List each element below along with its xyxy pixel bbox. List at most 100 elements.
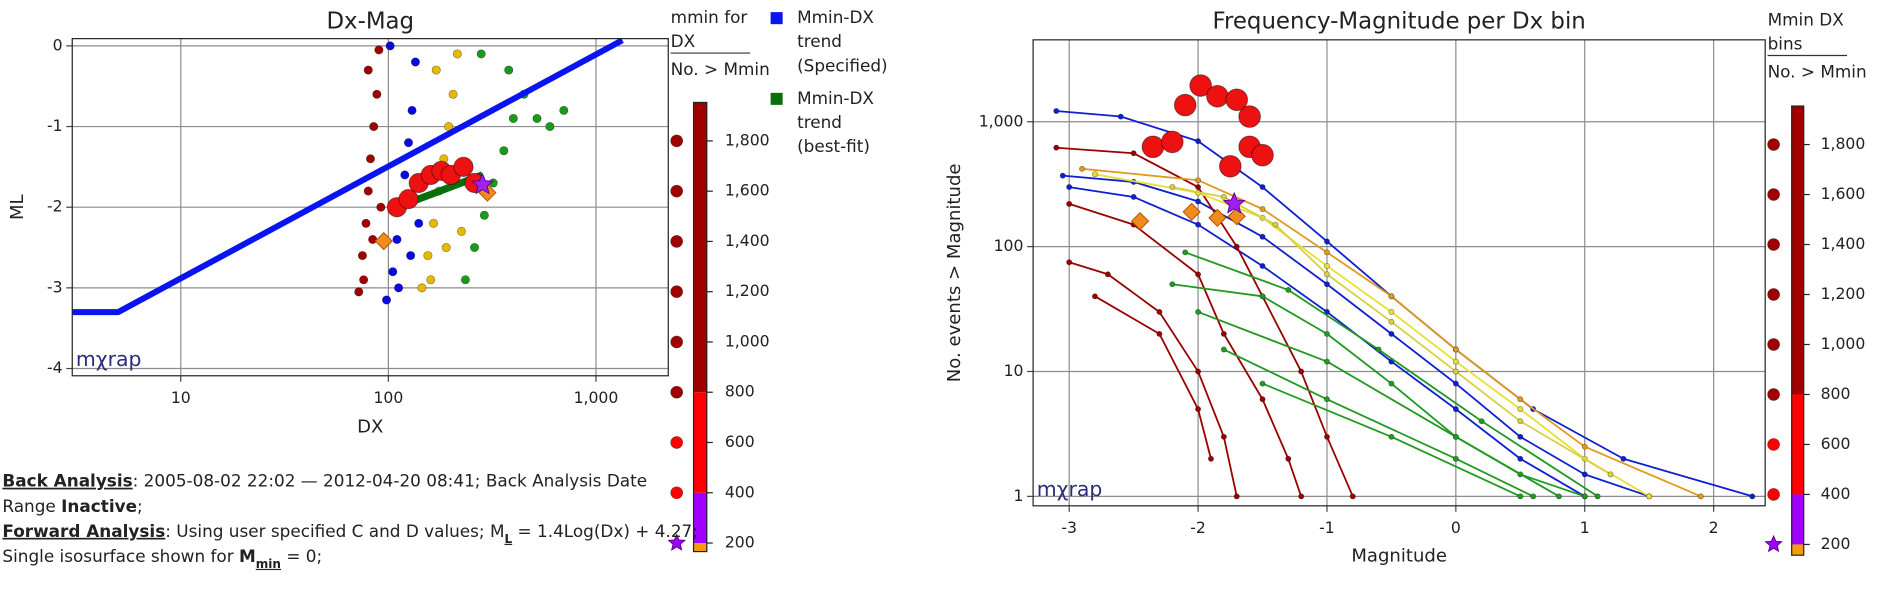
note-text: Inactive (61, 496, 137, 516)
plot-marks (72, 38, 624, 316)
colorbar-tick-label: 1,600 (725, 181, 770, 200)
data-point (1272, 221, 1279, 228)
data-point (368, 234, 378, 244)
data-point (1556, 493, 1562, 500)
data-point (372, 89, 382, 99)
data-point (1208, 208, 1227, 227)
data-point (423, 251, 433, 261)
colorbar-marker (1767, 488, 1780, 501)
data-point (1206, 84, 1229, 108)
note-line: Range Inactive; (2, 496, 142, 516)
x-tick-label: 0 (1451, 518, 1461, 537)
colorbar-marker (670, 385, 684, 399)
x-tick-label: 10 (171, 388, 191, 407)
data-point (1195, 406, 1202, 413)
data-point (532, 113, 542, 123)
legend-label: Mmin-DX trend (best-fit) (797, 88, 879, 156)
colorbar-marker (670, 184, 684, 198)
colorbar-tick-label: 1,600 (1821, 184, 1866, 203)
data-point (441, 243, 451, 253)
note-text: Single isosurface shown for (2, 546, 239, 566)
data-point (1225, 88, 1249, 112)
data-point (1195, 177, 1202, 184)
colorbar-tick-label: 1,200 (1821, 284, 1866, 303)
data-point (1222, 191, 1246, 214)
data-point (1697, 493, 1704, 500)
note-text: min (256, 556, 281, 570)
data-point (1388, 318, 1395, 325)
colorbar-marker (670, 436, 684, 449)
data-point (1182, 202, 1201, 221)
plot-area (1033, 39, 1766, 506)
series-line (72, 38, 624, 316)
data-point (398, 189, 419, 210)
colorbar-marker (1767, 338, 1780, 351)
data-point (388, 267, 398, 277)
colorbar-tick-label: 600 (1821, 434, 1851, 453)
data-point (1298, 368, 1305, 375)
data-point (385, 41, 395, 51)
data-point (479, 210, 489, 220)
chart-title: Dx-Mag (326, 8, 414, 34)
data-point (1066, 200, 1073, 207)
data-point (426, 275, 436, 285)
data-point (545, 122, 555, 132)
series-line (1056, 110, 1753, 498)
colorbar-marker (1767, 138, 1780, 151)
data-point (1581, 471, 1588, 478)
data-point (1324, 263, 1330, 269)
data-point (1182, 249, 1189, 256)
legend-label: Mmin-DX trend (Specified) (797, 7, 888, 75)
colorbar-tick-label: 1,000 (1821, 334, 1866, 353)
colorbar-tick-label: 600 (725, 432, 755, 451)
data-point (1452, 346, 1459, 353)
data-point (1388, 308, 1395, 315)
series-line (1062, 174, 1650, 498)
data-point (1517, 455, 1524, 462)
x-tick-label: 2 (1709, 518, 1719, 537)
y-tick-label: -4 (47, 358, 63, 377)
data-point (414, 218, 424, 228)
data-point (1195, 198, 1202, 205)
colorbar-tick-label: 800 (1821, 384, 1851, 403)
data-point (1259, 233, 1266, 240)
x-axis-label: DX (357, 417, 383, 438)
data-point (1285, 455, 1292, 462)
colorbar-segment (693, 543, 707, 552)
data-point (406, 251, 416, 261)
data-point (407, 105, 417, 115)
y-axis-label: No. events > Magnitude (944, 163, 965, 382)
data-point (1130, 193, 1137, 200)
note-text: = 0; (281, 546, 322, 566)
data-point (1251, 143, 1274, 167)
data-point (1581, 443, 1588, 450)
data-point (1517, 493, 1524, 500)
data-point (1156, 330, 1163, 337)
note-text: Range (2, 496, 61, 516)
data-point (448, 89, 458, 99)
data-point (1066, 259, 1073, 266)
data-point (476, 49, 486, 59)
data-point (1749, 493, 1756, 500)
data-point (1195, 271, 1202, 278)
plot-marks (1053, 74, 1756, 500)
data-point (470, 172, 495, 195)
colorbar-frame (1791, 105, 1805, 556)
chart-title: Frequency-Magnitude per Dx bin (1212, 8, 1585, 34)
data-point (1208, 455, 1214, 462)
data-point (452, 49, 462, 59)
data-point (1646, 493, 1653, 500)
series-line (1068, 261, 1238, 497)
data-point (1130, 212, 1150, 231)
data-point (357, 251, 367, 261)
data-point (456, 226, 466, 236)
series-line (1056, 146, 1354, 497)
data-point (1581, 493, 1588, 500)
data-point (1092, 171, 1098, 178)
x-tick-label: -2 (1190, 518, 1206, 537)
x-tick-label: -1 (1319, 518, 1335, 537)
colorbar-tick-label: 1,800 (1821, 134, 1866, 153)
series-line (1197, 311, 1560, 498)
colorbar-segment (1791, 394, 1804, 495)
